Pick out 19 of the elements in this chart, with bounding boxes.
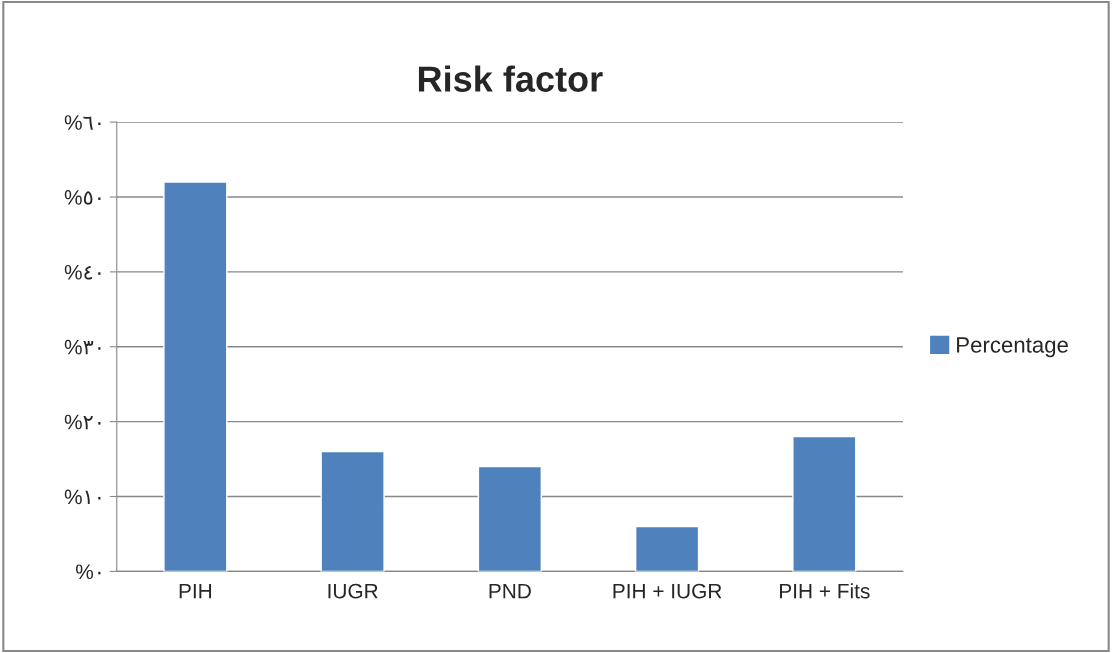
legend-label: Percentage <box>957 337 1068 358</box>
bar <box>634 525 700 572</box>
x-tick-label: PIH + Fits <box>780 583 870 599</box>
bar <box>792 435 857 572</box>
bar <box>477 465 542 572</box>
x-tick-label: PND <box>489 583 531 599</box>
bar <box>320 450 385 572</box>
y-tick-label: %٦٠ <box>64 115 101 130</box>
y-tick-label: %٢٠ <box>64 414 101 430</box>
y-tick-label: %٥٠ <box>64 190 101 205</box>
y-tick-label: %٤٠ <box>64 264 101 280</box>
y-tick-label: %١٠ <box>64 489 101 505</box>
bar <box>163 181 228 572</box>
x-tick-label: PIH + IUGR <box>613 583 722 599</box>
x-tick-label: IUGR <box>328 583 378 599</box>
y-tick-label: %٣٠ <box>64 339 101 355</box>
x-tick-label: PIH <box>179 583 212 599</box>
chart-title: Risk factor <box>418 65 603 92</box>
y-tick-label: %٠ <box>75 564 101 580</box>
